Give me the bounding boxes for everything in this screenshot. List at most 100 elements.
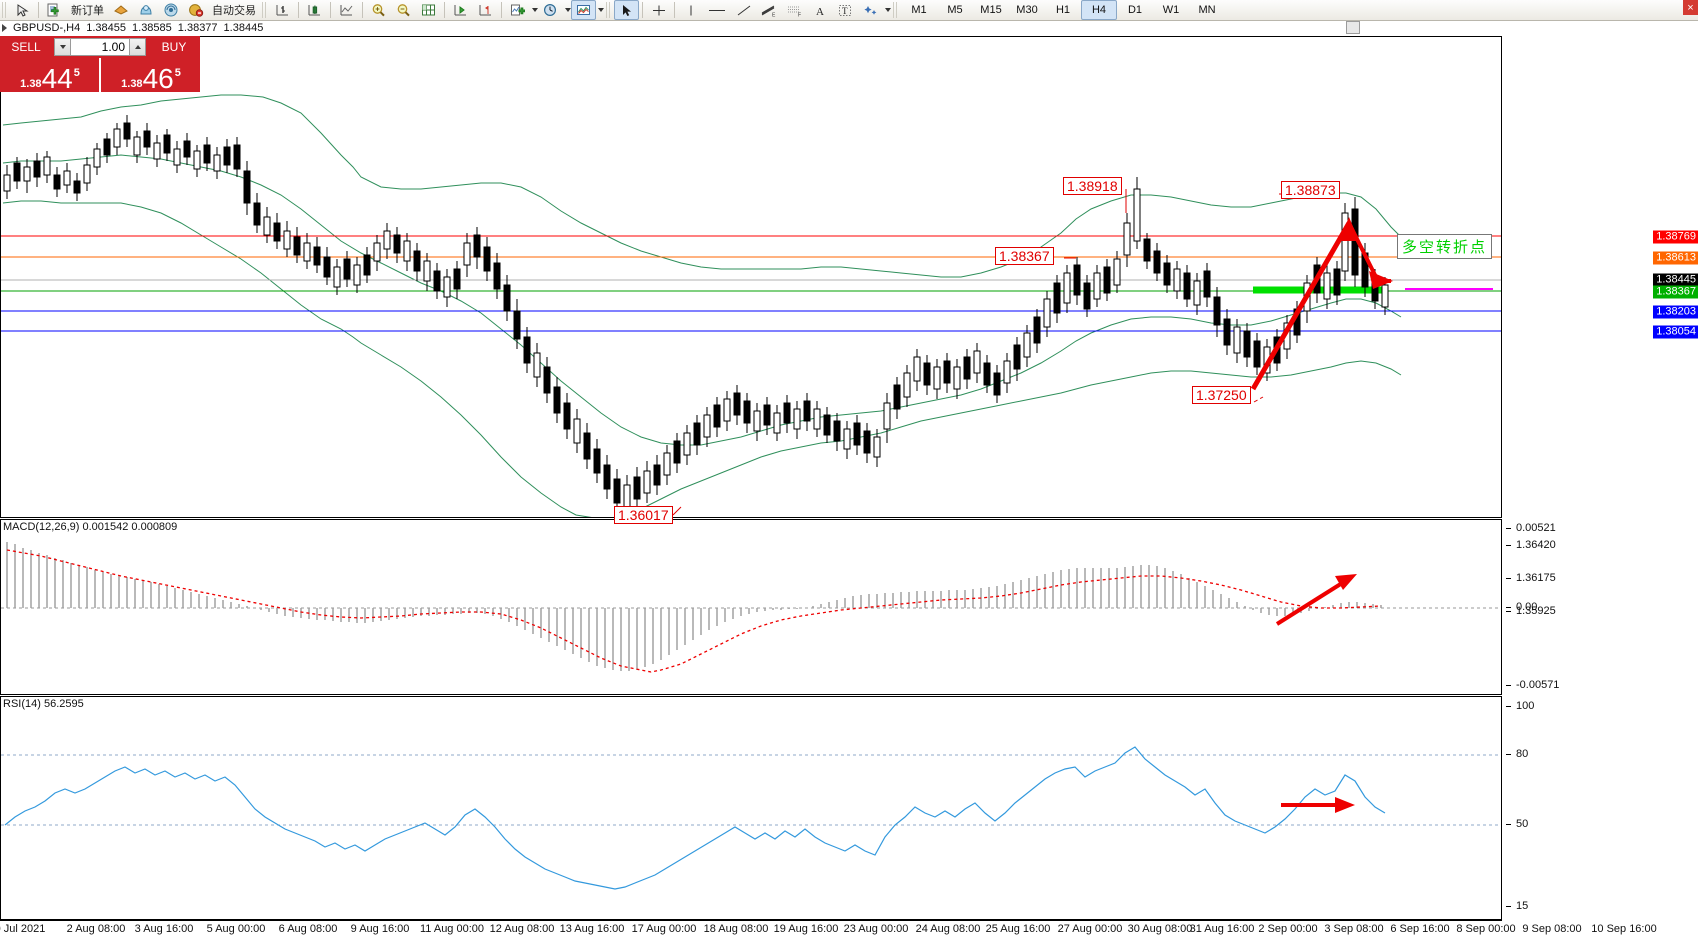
chevron-down-icon-4[interactable] [885,8,891,12]
volume-increase-button[interactable] [129,38,146,56]
svg-text:A: A [816,6,824,17]
toolbar-grip-4[interactable] [893,2,899,18]
buy-button[interactable]: BUY [148,36,200,58]
price-badge-level[interactable]: 1.38367 [1653,285,1698,299]
one-click-trading-panel[interactable]: SELL 1.00 BUY 1.38 44 5 1.38 46 5 [0,36,200,93]
time-label: 25 Aug 16:00 [985,923,1051,935]
new-order-icon[interactable] [42,0,67,20]
time-label: 10 Sep 16:00 [1591,923,1657,935]
price-pane[interactable]: 1.38918 1.38873 1.38367 1.37250 1.36017 … [0,36,1502,524]
price-axis[interactable]: 1.39865 1.39620 1.39375 1.39125 1.38880 … [1502,36,1698,518]
timeframe-m30[interactable]: M30 [1016,4,1038,16]
annotation-price-5[interactable]: 1.36017 [614,506,673,524]
zoom-out-icon[interactable] [391,0,416,20]
rsi-axis[interactable]: 100 80 50 15 [1502,696,1698,920]
grid-icon[interactable] [416,0,441,20]
price-tick: 1.38880 [1506,206,1556,218]
sell-price-display[interactable]: 1.38 44 5 [0,58,99,93]
time-label: 23 Aug 00:00 [843,923,909,935]
price-tick-136175: 1.36175 [1506,572,1556,584]
time-label: 17 Aug 00:00 [631,923,697,935]
templates-icon[interactable] [571,0,596,20]
zoom-in-icon[interactable] [366,0,391,20]
timeframe-w1[interactable]: W1 [1162,4,1180,16]
toolbar-separator-3 [330,2,331,18]
time-label: 31 Aug 16:00 [1189,923,1255,935]
timeframe-h4[interactable]: H4 [1081,0,1117,20]
toolbar-grip[interactable] [2,2,8,18]
indicators-add-icon[interactable] [505,0,530,20]
price-tick: 1.39375 [1506,139,1556,151]
crosshair-icon[interactable] [646,0,671,20]
chart-canvas-area: 1.38918 1.38873 1.38367 1.37250 1.36017 … [0,36,1698,920]
timeframe-h1[interactable]: H1 [1055,4,1071,16]
timeframe-m15[interactable]: M15 [980,4,1002,16]
bar-chart-icon[interactable] [270,0,295,20]
price-badge-support-2[interactable]: 1.38054 [1653,325,1698,339]
price-tick: 1.37650 [1506,373,1556,385]
fibonacci-icon[interactable]: F [782,0,808,20]
periods-icon[interactable] [538,0,563,20]
pointer-icon[interactable] [614,0,639,20]
channel-icon[interactable]: E [756,0,782,20]
close-icon[interactable]: × [1683,0,1698,15]
macd-indicator-label: MACD(12,26,9) 0.001542 0.000809 [3,521,178,533]
buy-price-display[interactable]: 1.38 46 5 [99,58,200,93]
timeframe-d1[interactable]: D1 [1127,4,1143,16]
svg-text:F: F [798,12,801,17]
chevron-down-icon-2[interactable] [565,8,571,12]
volume-input[interactable]: 1.00 [71,38,129,56]
collapse-triangle-icon[interactable] [2,24,7,32]
annotation-price-3[interactable]: 1.38367 [995,247,1054,265]
toolbar-grip-3[interactable] [606,2,612,18]
rsi-pane[interactable]: RSI(14) 56.2595 [0,696,1502,920]
annotation-note-cn[interactable]: 多空转折点 [1397,234,1493,259]
text-label-icon[interactable]: A [808,0,833,20]
chart-scroll-thumb[interactable] [1346,21,1360,34]
terminal-icon[interactable] [133,0,158,20]
price-tick: 1.36910 [1506,473,1556,485]
macd-axis[interactable]: 0.00521 0.00 -0.00571 [1502,519,1698,695]
time-label: 2 Sep 00:00 [1258,923,1318,935]
annotation-price-4[interactable]: 1.37250 [1192,386,1251,404]
auto-scroll-icon[interactable] [448,0,473,20]
horizontal-line-icon[interactable] [703,0,731,20]
cursor-arrow-icon[interactable] [10,0,35,20]
autotrading-icon[interactable] [183,0,208,20]
price-plot [1,37,1501,517]
trendline-icon[interactable] [731,0,756,20]
autotrading-label[interactable]: 自动交易 [212,5,256,17]
rsi-tick: 80 [1506,748,1528,760]
annotation-price-1[interactable]: 1.38918 [1063,177,1122,195]
symbol-info-bar: GBPUSD-,H4 1.38455 1.38585 1.38377 1.384… [0,21,263,35]
time-label: 0 Jul 2021 [0,923,46,935]
volume-stepper[interactable]: 1.00 [52,36,148,58]
price-badge-resistance-1[interactable]: 1.38769 [1653,230,1698,244]
candlestick-chart-icon[interactable] [302,0,327,20]
chevron-down-icon[interactable] [532,8,538,12]
price-badge-support-1[interactable]: 1.38203 [1653,305,1698,319]
timeframe-m5[interactable]: M5 [947,4,963,16]
annotation-price-2[interactable]: 1.38873 [1281,181,1340,199]
chevron-down-icon-3[interactable] [598,8,604,12]
chart-shift-icon[interactable] [473,0,498,20]
toolbar-separator-8 [674,2,675,18]
objects-icon[interactable] [858,0,883,20]
timeframe-m1[interactable]: M1 [911,4,927,16]
expert-advisor-icon[interactable] [108,0,133,20]
volume-decrease-button[interactable] [54,38,71,56]
price-tick: 1.38145 [1506,282,1556,294]
price-badge-resistance-2[interactable]: 1.38613 [1653,251,1698,265]
price-tick: 1.36665 [1506,506,1556,518]
text-icon[interactable]: T [833,0,858,20]
time-axis[interactable]: 0 Jul 2021 2 Aug 08:00 3 Aug 16:00 5 Aug… [0,920,1657,938]
line-chart-icon[interactable] [334,0,359,20]
macd-pane[interactable]: MACD(12,26,9) 0.001542 0.000809 [0,519,1502,695]
timeframe-mn[interactable]: MN [1198,4,1216,16]
new-order-label[interactable]: 新订单 [71,5,104,17]
toolbar-grip-2[interactable] [262,2,268,18]
signals-icon[interactable] [158,0,183,20]
sell-button[interactable]: SELL [0,36,52,58]
vertical-line-icon[interactable] [678,0,703,20]
